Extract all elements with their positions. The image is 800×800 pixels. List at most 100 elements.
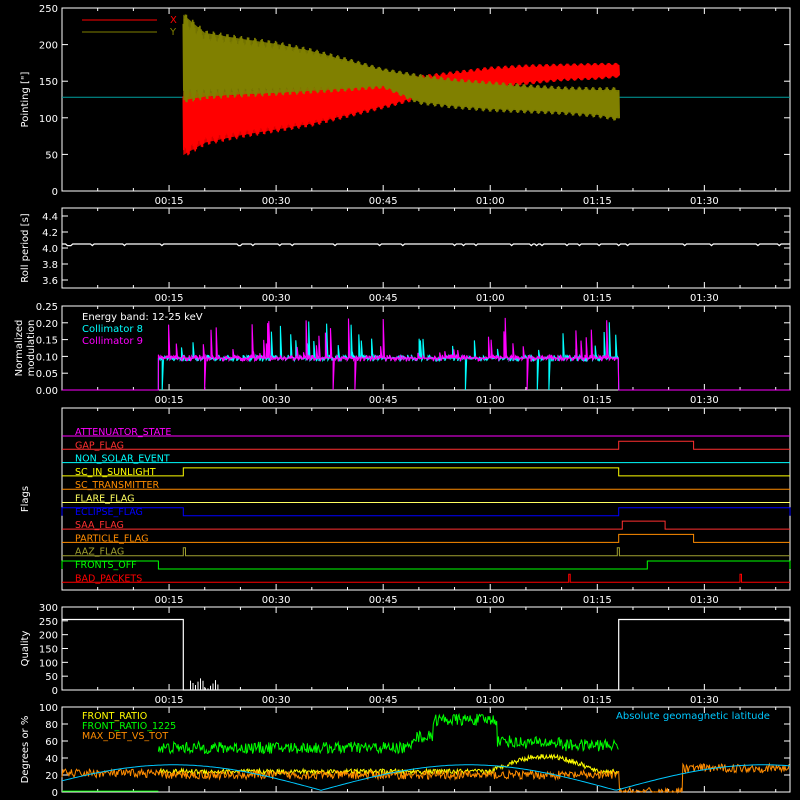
x-tick-label: 01:00: [476, 595, 505, 606]
ratios-right-label: Absolute geomagnetic latitude: [616, 711, 770, 722]
x-tick-label: 00:30: [262, 595, 291, 606]
y-tick-label: 50: [45, 150, 58, 161]
x-tick-label: 01:30: [690, 395, 719, 406]
ratios-panel: 0 20 40 60 80 100 Degrees or % FRONT_RATIOFRONT…: [20, 703, 791, 799]
roll-frame: [61, 207, 791, 289]
flag-label-sc-in-sunlight: SC_IN_SUNLIGHT: [75, 467, 156, 478]
x-tick-label: 01:15: [583, 395, 612, 406]
ratios-legend-1: FRONT_RATIO_1225: [82, 721, 176, 732]
x-tick-label: 00:30: [262, 196, 291, 207]
modulation-annotation: Energy band: 12-25 keV: [82, 312, 203, 323]
y-tick-label: 0.00: [36, 386, 58, 397]
flag-label-eclipse-flag: ECLIPSE_FLAG: [75, 507, 143, 518]
y-tick-label: 20: [45, 771, 58, 782]
quality-series: [62, 618, 790, 691]
x-tick-label: 00:15: [155, 595, 184, 606]
y-tick-label: 4.4: [42, 212, 58, 223]
x-tick-label: 00:45: [369, 595, 398, 606]
flag-label-saa-flag: SAA_FLAG: [75, 520, 124, 531]
x-tick-label: 00:45: [369, 196, 398, 207]
ratios-legend-0: FRONT_RATIO: [82, 711, 147, 722]
x-tick-label: 01:30: [690, 695, 719, 706]
x-tick-label: 01:15: [583, 293, 612, 304]
y-tick-label: 0: [52, 686, 58, 697]
flags-panel: 00:15 00:30 00:45 01:00 01:15 01:30 Flags ATTEN…: [20, 407, 791, 606]
flag-line-saa-flag: [62, 520, 790, 530]
flag-label-aaz-flag: AAZ_FLAG: [75, 547, 124, 558]
modulation-ylabel: Normalized: [14, 320, 25, 377]
ratios-series-max-det-vs-tot: [61, 762, 790, 794]
y-tick-label: 3.6: [42, 276, 58, 287]
x-tick-label: 00:15: [155, 293, 184, 304]
flag-label-particle-flag: PARTICLE_FLAG: [75, 533, 148, 544]
x-tick-label: 01:00: [476, 196, 505, 207]
y-tick-label: 0.25: [36, 302, 58, 313]
x-tick-label: 01:00: [476, 695, 505, 706]
roll-series: [62, 243, 790, 247]
y-tick-label: 4.0: [42, 244, 58, 255]
x-tick-label: 00:45: [369, 695, 398, 706]
flag-label-sc-transmitter: SC_TRANSMITTER: [75, 480, 160, 491]
x-tick-label: 00:15: [155, 395, 184, 406]
ratios-ylabel: Degrees or %: [20, 716, 31, 784]
flag-line-fronts-off: [61, 560, 791, 570]
x-tick-label: 00:30: [262, 695, 291, 706]
y-tick-label: 60: [45, 737, 58, 748]
x-tick-label: 00:45: [369, 395, 398, 406]
quality-panel: 00:15 00:30 00:45 01:00 01:15 01:30 0 50 100 150 2…: [20, 603, 791, 706]
y-tick-label: 100: [39, 114, 58, 125]
y-tick-label: 250: [39, 617, 58, 628]
x-tick-label: 01:15: [583, 196, 612, 207]
modulation-legend-8: Collimator 8: [82, 324, 143, 335]
flag-line-particle-flag: [62, 533, 790, 543]
legend-label-y: Y: [169, 27, 177, 38]
x-tick-label: 01:00: [476, 395, 505, 406]
quality-spikes: [190, 678, 219, 690]
modulation-frame: [61, 305, 791, 391]
y-tick-label: 0.15: [36, 336, 58, 347]
x-tick-label: 01:30: [690, 196, 719, 207]
flag-label-bad-packets: BAD_PACKETS: [75, 573, 142, 584]
y-tick-label: 80: [45, 720, 58, 731]
y-tick-label: 40: [45, 754, 58, 765]
flags-frame: [61, 407, 791, 591]
x-tick-label: 00:30: [262, 395, 291, 406]
y-tick-label: 4.2: [42, 228, 58, 239]
x-tick-label: 00:45: [369, 293, 398, 304]
flag-line-gap-flag: [62, 440, 790, 450]
x-tick-label: 00:15: [155, 695, 184, 706]
modulation-ylabel: modulation: [26, 320, 37, 377]
y-tick-label: 50: [45, 672, 58, 683]
x-tick-label: 01:00: [476, 293, 505, 304]
y-tick-label: 0.05: [36, 369, 58, 380]
y-tick-label: 150: [39, 645, 58, 656]
flag-line-bad-packets: [62, 573, 790, 583]
y-tick-label: 0.10: [36, 352, 58, 363]
ratios-frame: [61, 706, 791, 793]
legend-label-x: X: [170, 15, 177, 26]
y-tick-label: 100: [39, 658, 58, 669]
y-tick-label: 200: [39, 631, 58, 642]
flag-label-non-solar-event: NON_SOLAR_EVENT: [75, 454, 170, 465]
y-tick-label: 0: [52, 187, 58, 198]
y-tick-label: 0: [52, 788, 58, 799]
ratios-series-geomagnetic-latitude: [61, 764, 791, 791]
x-tick-label: 01:30: [690, 595, 719, 606]
x-tick-label: 01:30: [690, 293, 719, 304]
y-tick-label: 300: [39, 603, 58, 614]
roll-panel: 00:15 00:30 00:45 01:00 01:15 01:30 3.6 3.8 4.0 4…: [20, 207, 791, 304]
flag-label-fronts-off: FRONTS_OFF: [75, 560, 137, 571]
flags-ylabel: Flags: [20, 486, 31, 512]
y-tick-label: 200: [39, 41, 58, 52]
y-tick-label: 250: [39, 4, 58, 15]
flag-label-flare-flag: FLARE_FLAG: [75, 494, 135, 505]
x-tick-label: 01:15: [583, 695, 612, 706]
pointing-ylabel: Pointing ["]: [20, 71, 31, 127]
y-tick-label: 150: [39, 77, 58, 88]
x-tick-label: 01:15: [583, 595, 612, 606]
flag-line-eclipse-flag: [61, 507, 791, 517]
y-tick-label: 3.8: [42, 260, 58, 271]
modulation-panel: 00:15 00:30 00:45 01:00 01:15 01:30 0.00 0.05 0.…: [14, 302, 791, 406]
quality-ylabel: Quality: [20, 631, 31, 667]
